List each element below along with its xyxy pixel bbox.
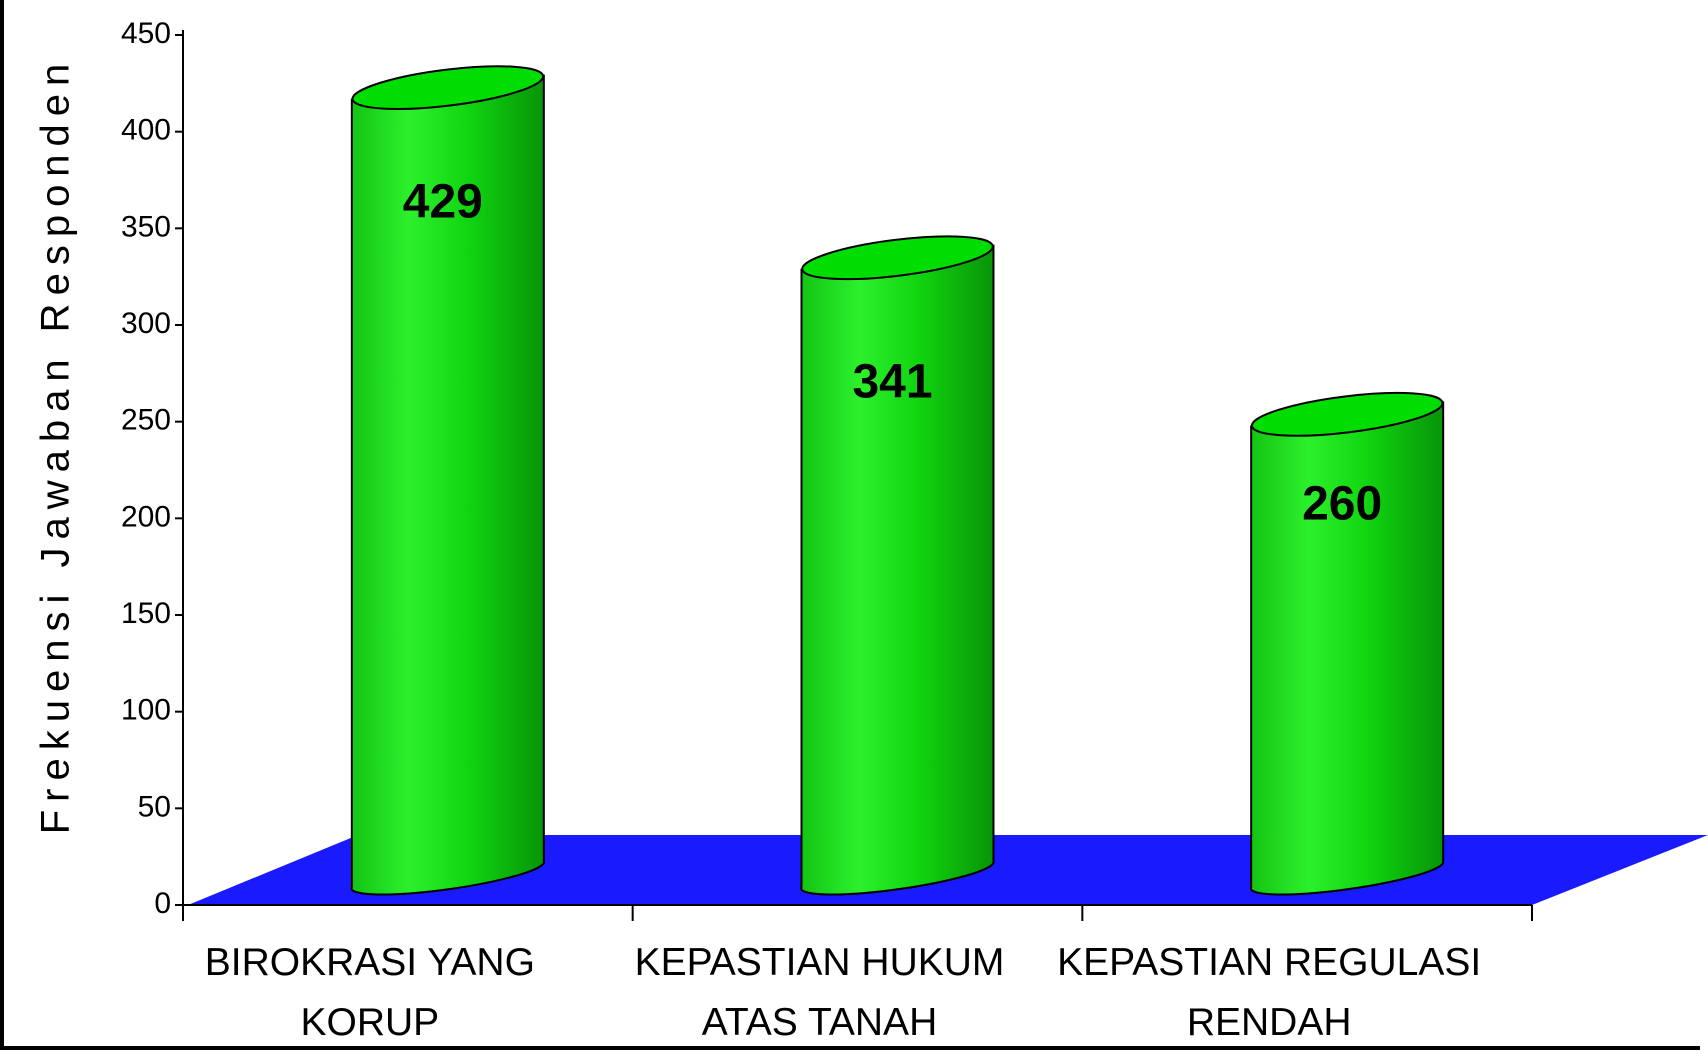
y-tick-label: 450 <box>121 17 171 50</box>
y-tick-label: 350 <box>121 210 171 243</box>
y-tick-label: 250 <box>121 404 171 437</box>
bar <box>800 235 995 896</box>
bar-top <box>351 65 545 110</box>
y-tick-label: 100 <box>121 694 171 727</box>
x-category-label: RENDAH <box>1187 1001 1352 1044</box>
data-labels: 429 341 260 <box>403 176 1382 531</box>
y-axis-title: Frekuensi Jawaban Responden <box>34 56 78 835</box>
bar-top <box>801 235 994 281</box>
y-tick-label: 50 <box>138 790 171 823</box>
x-category-label: ATAS TANAH <box>702 1001 938 1044</box>
data-label: 429 <box>403 176 483 229</box>
bar-body <box>800 244 995 896</box>
x-category-label: KORUP <box>300 1001 439 1044</box>
data-label: 260 <box>1302 477 1382 530</box>
y-tick-label: 400 <box>121 114 171 147</box>
y-tick-label: 200 <box>121 500 171 533</box>
data-label: 341 <box>852 356 932 409</box>
bar-body <box>350 74 545 896</box>
bar-top <box>1250 391 1444 437</box>
y-tick-label: 0 <box>154 887 171 920</box>
x-category-label: KEPASTIAN HUKUM <box>635 941 1005 984</box>
bars <box>350 65 1445 896</box>
bar-body <box>1249 401 1445 896</box>
y-tick-label: 150 <box>121 597 171 630</box>
x-category-label: BIROKRASI YANG <box>205 941 535 984</box>
bar <box>1249 391 1445 896</box>
x-category-label: KEPASTIAN REGULASI <box>1057 941 1481 984</box>
bar <box>350 65 545 896</box>
y-axis: 0 50 100 150 200 250 300 350 400 450 <box>121 17 184 920</box>
y-tick-label: 300 <box>121 307 171 340</box>
x-axis: BIROKRASI YANG KORUP KEPASTIAN HUKUM ATAS T… <box>182 904 1533 1044</box>
